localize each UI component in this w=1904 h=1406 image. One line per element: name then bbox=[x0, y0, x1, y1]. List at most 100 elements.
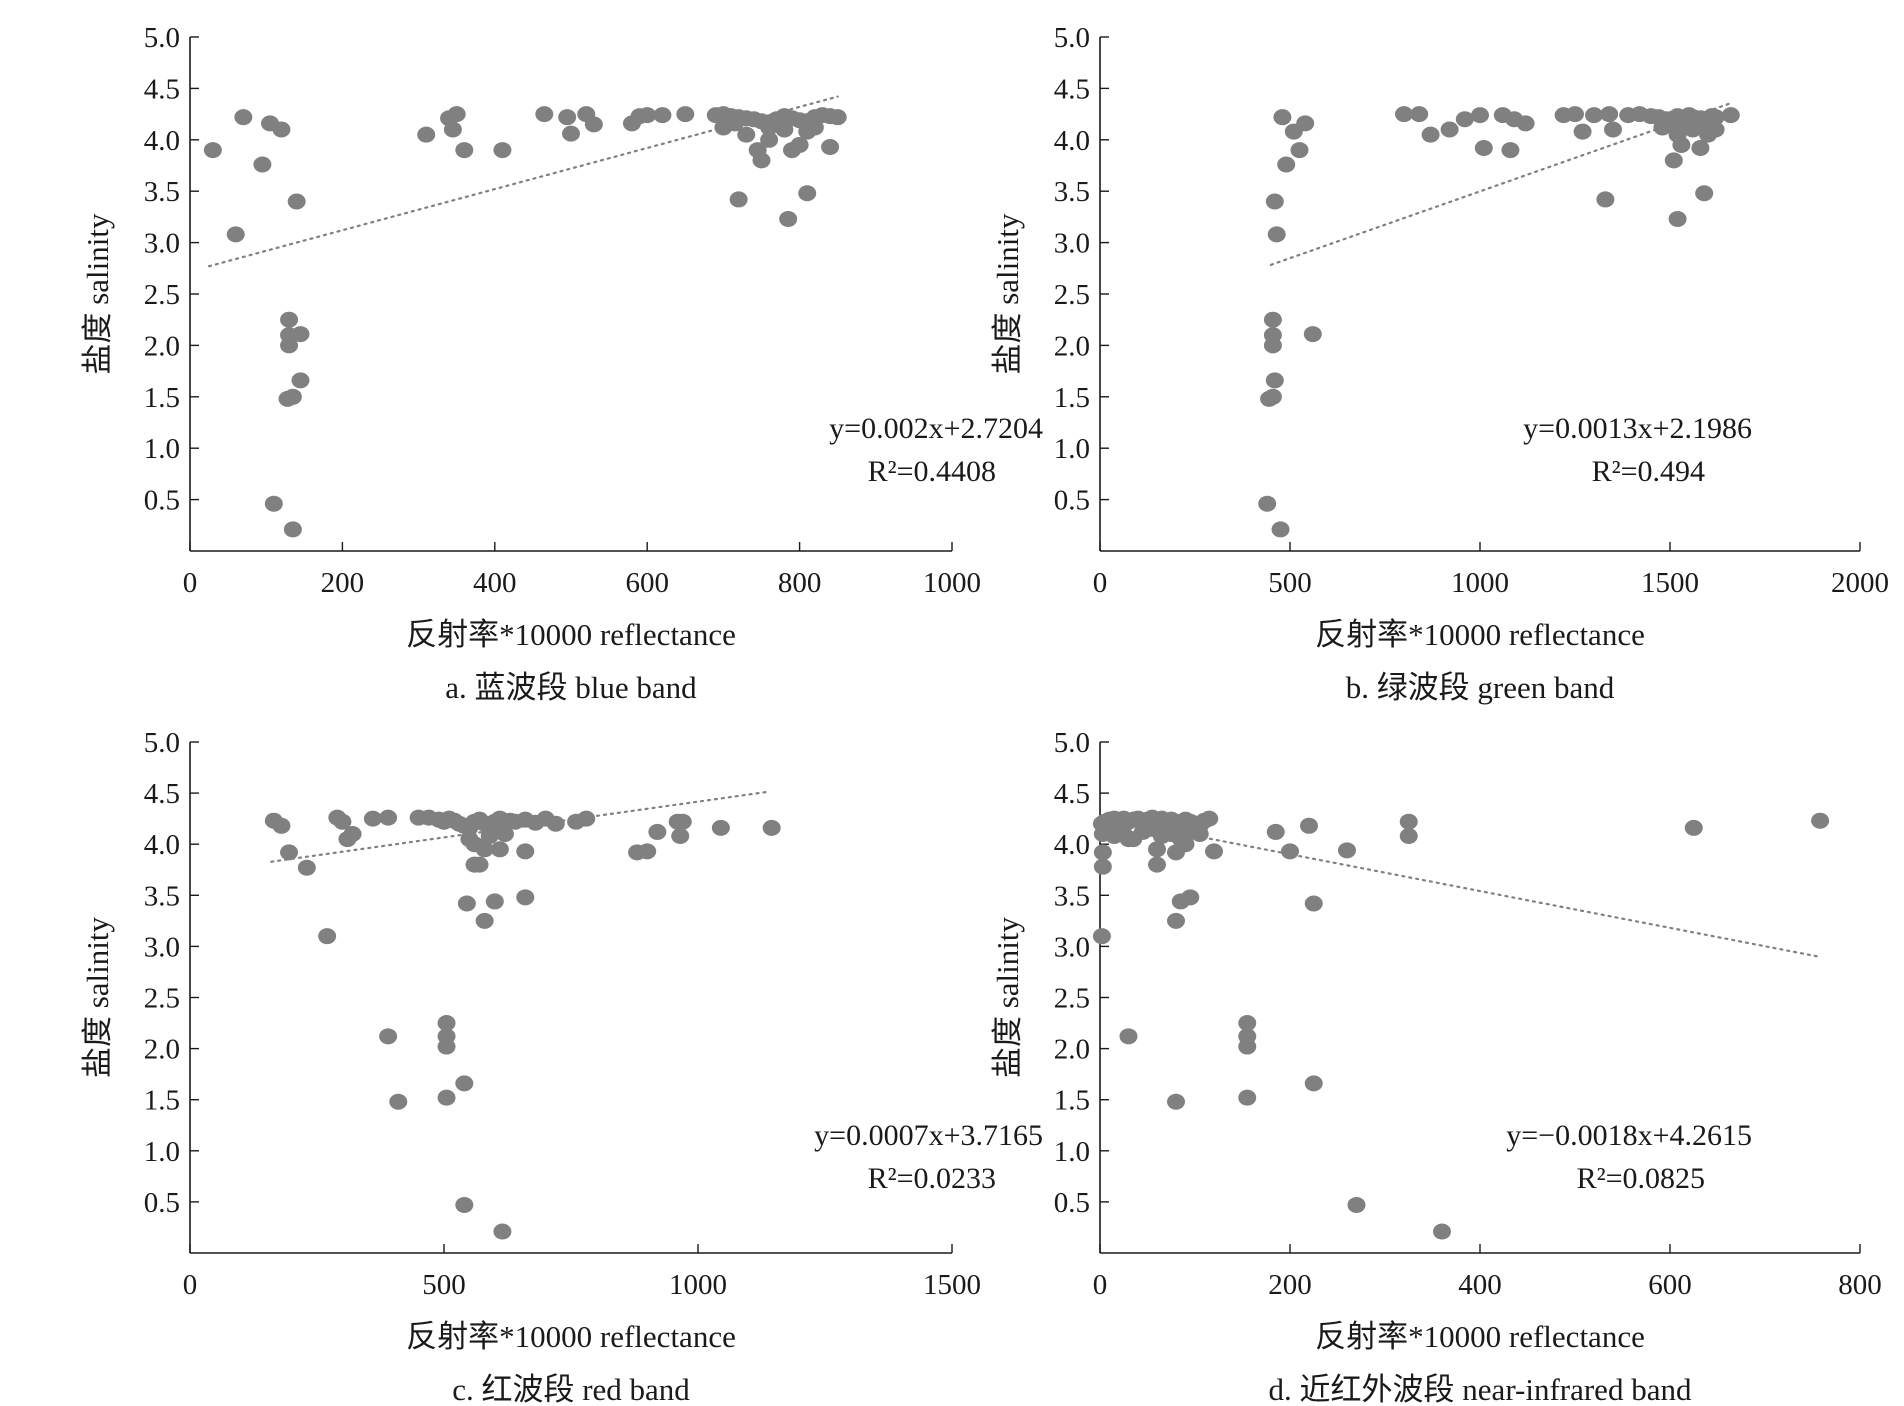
data-point bbox=[1238, 1015, 1257, 1032]
data-point bbox=[1238, 1089, 1257, 1106]
x-tick-label: 500 bbox=[1268, 567, 1312, 599]
data-point bbox=[1304, 895, 1323, 912]
data-point bbox=[1093, 844, 1112, 861]
data-point bbox=[790, 136, 809, 153]
x-axis-label: 反射率*10000 reflectance bbox=[1315, 1319, 1645, 1354]
chart-panel-2: 0.5 1.0 1.5 2.0 2.5 3.0 3.5 4.0 4.5 5.0 0 500 1000 15… bbox=[990, 22, 1889, 705]
y-tick-label: 3.5 bbox=[144, 176, 180, 208]
data-point bbox=[287, 193, 306, 210]
data-point bbox=[1516, 115, 1535, 132]
data-point bbox=[470, 856, 489, 873]
y-tick-label: 4.0 bbox=[1054, 125, 1090, 157]
data-point bbox=[1267, 226, 1286, 243]
x-tick-label: 0 bbox=[183, 1269, 198, 1301]
data-point bbox=[577, 810, 596, 827]
chart-caption: c. 红波段 red band bbox=[452, 1372, 690, 1406]
y-tick-label: 0.5 bbox=[1054, 485, 1090, 517]
data-point bbox=[280, 337, 299, 354]
data-point bbox=[1167, 912, 1185, 929]
x-tick-label: 1000 bbox=[923, 567, 981, 599]
chart-panel-3: 0.5 1.0 1.5 2.0 2.5 3.0 3.5 4.0 4.5 5.0 0 500 1000 15… bbox=[80, 727, 1043, 1406]
data-point bbox=[1395, 106, 1413, 123]
x-tick-label: 0 bbox=[183, 567, 198, 599]
y-tick-label: 1.5 bbox=[1054, 382, 1090, 414]
data-point bbox=[1273, 109, 1292, 126]
data-point bbox=[1585, 107, 1603, 124]
y-tick-label: 3.5 bbox=[1054, 176, 1090, 208]
y-tick-label: 0.5 bbox=[1054, 1187, 1090, 1219]
data-point bbox=[1277, 156, 1296, 173]
data-point bbox=[1266, 823, 1285, 840]
data-point bbox=[1706, 109, 1725, 126]
y-tick-label: 3.0 bbox=[1054, 931, 1090, 963]
data-point bbox=[447, 106, 466, 123]
x-tick-label: 600 bbox=[625, 567, 669, 599]
data-point bbox=[1691, 140, 1710, 157]
y-tick-label: 3.0 bbox=[1054, 228, 1090, 260]
data-point bbox=[283, 521, 302, 538]
data-point bbox=[272, 121, 291, 138]
y-tick-label: 2.0 bbox=[144, 330, 180, 362]
y-axis-label: 盐度 salinity bbox=[990, 916, 1025, 1078]
data-point bbox=[1440, 121, 1459, 138]
y-axis-label: 盐度 salinity bbox=[80, 213, 115, 375]
x-tick-label: 1500 bbox=[923, 1269, 981, 1301]
data-point bbox=[711, 819, 730, 836]
data-point bbox=[272, 817, 291, 834]
data-point bbox=[297, 859, 316, 876]
x-tick-label: 400 bbox=[1458, 1269, 1502, 1301]
data-point bbox=[1148, 856, 1166, 873]
data-point bbox=[417, 126, 436, 143]
data-point bbox=[318, 928, 337, 945]
y-tick-label: 4.0 bbox=[144, 125, 180, 157]
data-point bbox=[638, 107, 657, 124]
y-tick-label: 1.5 bbox=[144, 1085, 180, 1117]
x-tick-label: 200 bbox=[1268, 1269, 1312, 1301]
data-point bbox=[1263, 311, 1282, 328]
data-point bbox=[379, 1028, 398, 1045]
data-point bbox=[1303, 326, 1322, 343]
data-point bbox=[1721, 107, 1740, 124]
data-point bbox=[1176, 836, 1195, 853]
data-point bbox=[821, 138, 840, 155]
data-point bbox=[1119, 1028, 1138, 1045]
data-point bbox=[1811, 812, 1830, 829]
data-point bbox=[475, 912, 494, 929]
data-point bbox=[455, 1196, 474, 1213]
data-point bbox=[493, 1223, 512, 1240]
y-tick-label: 1.0 bbox=[1054, 1136, 1090, 1168]
data-point bbox=[1338, 842, 1356, 859]
data-point bbox=[1263, 337, 1282, 354]
y-tick-label: 4.5 bbox=[1054, 778, 1090, 810]
data-point bbox=[673, 813, 692, 830]
data-point bbox=[648, 823, 667, 840]
x-axis-label: 反射率*10000 reflectance bbox=[406, 617, 736, 652]
y-tick-label: 4.5 bbox=[144, 73, 180, 105]
data-point bbox=[490, 841, 509, 858]
y-tick-label: 0.5 bbox=[144, 485, 180, 517]
data-point bbox=[760, 131, 779, 148]
data-point bbox=[1566, 106, 1584, 123]
data-point bbox=[1672, 136, 1691, 153]
data-point bbox=[676, 106, 695, 123]
chart-caption: b. 绿波段 green band bbox=[1346, 670, 1615, 705]
data-point bbox=[535, 106, 554, 123]
data-point bbox=[480, 828, 499, 845]
data-point bbox=[1265, 193, 1284, 210]
data-point bbox=[725, 115, 744, 132]
y-tick-label: 2.0 bbox=[144, 1034, 180, 1066]
data-point bbox=[1200, 810, 1219, 827]
data-point bbox=[1604, 121, 1622, 138]
data-point bbox=[1093, 858, 1112, 875]
data-point bbox=[546, 815, 565, 832]
x-tick-label: 800 bbox=[778, 567, 822, 599]
y-tick-label: 1.5 bbox=[144, 382, 180, 414]
x-tick-label: 600 bbox=[1648, 1269, 1692, 1301]
y-tick-label: 1.0 bbox=[1054, 433, 1090, 465]
data-point bbox=[805, 119, 824, 136]
data-point bbox=[1238, 1038, 1257, 1055]
y-tick-label: 4.0 bbox=[1054, 829, 1090, 861]
y-tick-label: 2.5 bbox=[1054, 279, 1090, 311]
y-tick-label: 4.5 bbox=[144, 778, 180, 810]
data-point bbox=[226, 226, 245, 243]
